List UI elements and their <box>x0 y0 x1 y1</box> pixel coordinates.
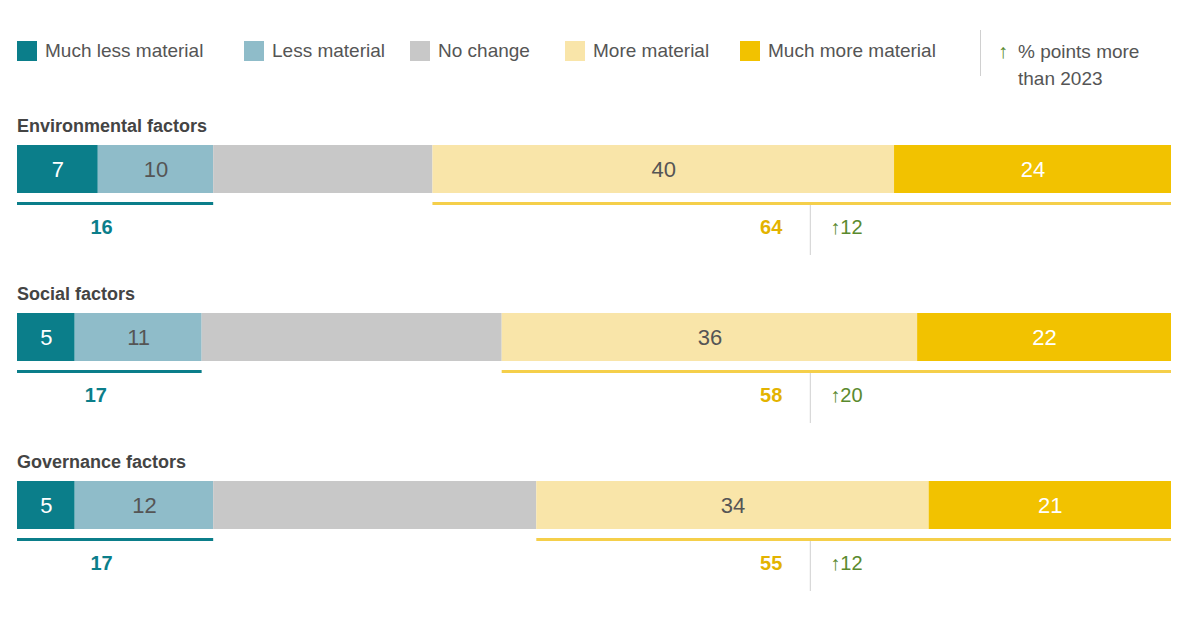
svg-text:↑20: ↑20 <box>830 384 862 406</box>
html-text:More material: More material <box>593 40 710 61</box>
svg-text:64: 64 <box>760 216 783 238</box>
svg-text:11: 11 <box>127 325 150 350</box>
html-text:Much less material: Much less material <box>45 40 204 61</box>
svg-text:16: 16 <box>90 216 112 238</box>
svg-text:55: 55 <box>760 552 782 574</box>
svg-text:17: 17 <box>90 552 112 574</box>
svg-text:36: 36 <box>698 325 722 350</box>
svg-text:24: 24 <box>1021 157 1045 182</box>
svg-text:22: 22 <box>1032 325 1056 350</box>
html-text:Much more material: Much more material <box>768 40 936 61</box>
svg-text:34: 34 <box>721 493 745 518</box>
svg-text:5: 5 <box>40 493 52 518</box>
html-text:Governance factors: Governance factors <box>17 452 187 472</box>
svg-text:12: 12 <box>132 493 156 518</box>
html-text:Social factors: Social factors <box>17 284 135 304</box>
svg-text:40: 40 <box>651 157 675 182</box>
svg-text:58: 58 <box>760 384 782 406</box>
svg-text:↑12: ↑12 <box>830 216 862 238</box>
svg-text:5: 5 <box>40 325 52 350</box>
html-text:Environmental factors: Environmental factors <box>17 116 207 136</box>
svg-text:10: 10 <box>144 157 168 182</box>
svg-text:↑12: ↑12 <box>830 552 862 574</box>
svg-text:21: 21 <box>1038 493 1062 518</box>
html-text:% points more than 2023: % points more than 2023 <box>1018 41 1140 89</box>
svg-text:17: 17 <box>85 384 107 406</box>
svg-text:7: 7 <box>52 157 64 182</box>
html-text:Less material: Less material <box>272 40 385 61</box>
html-text:No change: No change <box>438 40 530 61</box>
